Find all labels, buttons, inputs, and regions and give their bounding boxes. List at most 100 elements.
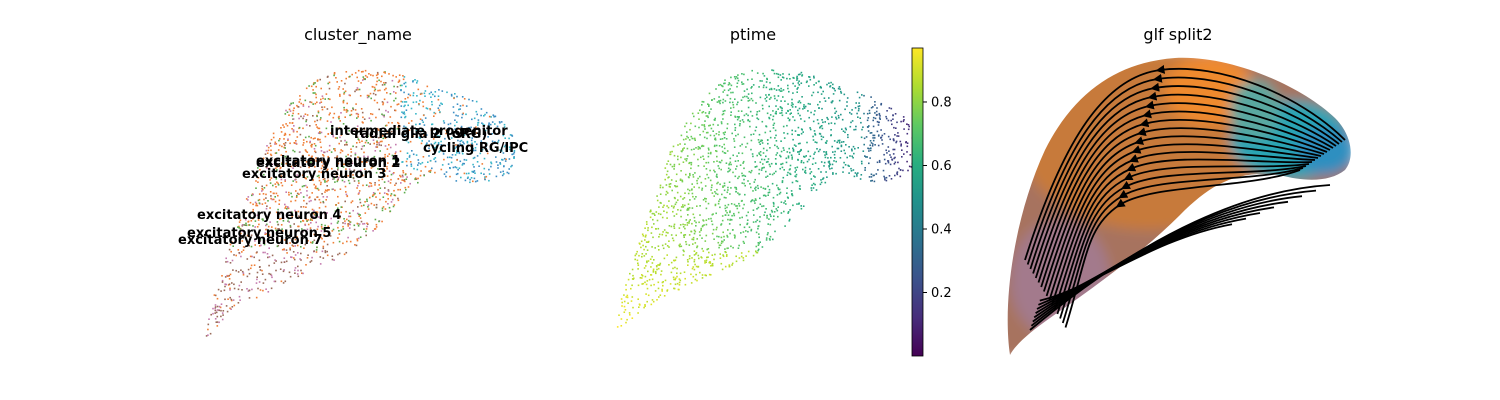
cluster-point (216, 305, 219, 308)
cluster-point (508, 168, 510, 170)
cluster-point (305, 218, 307, 220)
ptime-point (669, 163, 672, 166)
cluster-point (231, 282, 233, 284)
ptime-point (677, 144, 679, 146)
cluster-point (477, 121, 480, 124)
ptime-point (707, 176, 710, 179)
ptime-point (761, 142, 764, 144)
ptime-point (726, 206, 728, 209)
cluster-point (292, 118, 295, 120)
cluster-point (388, 170, 391, 172)
cluster-point (483, 167, 486, 170)
ptime-point (777, 206, 779, 208)
cluster-point (247, 196, 250, 198)
cluster-point (497, 164, 499, 166)
cluster-point (298, 101, 301, 103)
ptime-point (840, 141, 843, 143)
cluster-point (438, 129, 440, 131)
ptime-point (684, 234, 687, 236)
cluster-point (480, 140, 483, 142)
cluster-point (491, 132, 493, 135)
cluster-point (358, 182, 360, 184)
ptime-point (712, 123, 715, 126)
ptime-point (687, 203, 690, 205)
ptime-point (837, 139, 840, 142)
ptime-point (832, 172, 834, 174)
cluster-point (470, 139, 473, 142)
cluster-point (243, 224, 245, 226)
cluster-point (310, 144, 312, 147)
ptime-point (644, 275, 647, 278)
ptime-point (738, 257, 741, 259)
cluster-point (315, 96, 317, 99)
cluster-point (318, 127, 321, 130)
ptime-point (733, 146, 736, 148)
ptime-point (707, 248, 710, 250)
cluster-point (472, 147, 474, 150)
cluster-point (356, 187, 358, 189)
cluster-point (225, 305, 228, 307)
cluster-point (386, 148, 389, 150)
cluster-point (254, 226, 256, 228)
ptime-point (679, 178, 682, 181)
ptime-point (666, 254, 668, 256)
ptime-point (623, 300, 626, 303)
cluster-point (319, 132, 321, 135)
cluster-point (406, 152, 409, 154)
ptime-point (643, 255, 646, 257)
ptime-point (812, 91, 815, 94)
ptime-point (810, 187, 813, 189)
cluster-point (316, 211, 319, 213)
ptime-point (711, 232, 714, 235)
ptime-point (715, 133, 718, 135)
ptime-point (636, 250, 638, 253)
cluster-label-excitatory-neuron-4: excitatory neuron 4 (197, 208, 341, 223)
ptime-point (767, 142, 769, 145)
ptime-point (666, 290, 668, 292)
cluster-point (483, 124, 486, 126)
ptime-point (707, 161, 710, 164)
cluster-point (430, 96, 432, 98)
ptime-point (666, 163, 668, 165)
cluster-point (278, 144, 281, 147)
ptime-point (872, 134, 874, 137)
ptime-point (739, 145, 742, 147)
ptime-point (738, 116, 740, 118)
ptime-point (646, 287, 649, 290)
cluster-point (408, 129, 411, 131)
cluster-point (349, 114, 351, 117)
cluster-point (403, 111, 405, 113)
cluster-point (286, 111, 289, 113)
ptime-point (736, 118, 739, 121)
cluster-point (439, 150, 441, 152)
cluster-point (348, 168, 351, 170)
cluster-point (454, 166, 457, 168)
cluster-point (452, 131, 455, 134)
cluster-point (434, 160, 437, 163)
ptime-point (649, 258, 652, 260)
cluster-point (428, 155, 430, 157)
cluster-point (275, 269, 277, 272)
cluster-point (319, 138, 321, 141)
streamline (1029, 184, 1331, 331)
cluster-point (285, 162, 287, 165)
ptime-point (719, 83, 722, 86)
ptime-point (812, 120, 815, 123)
ptime-point (878, 161, 881, 163)
cluster-point (309, 157, 311, 160)
ptime-point (664, 167, 667, 169)
ptime-point (776, 99, 778, 102)
ptime-point (647, 229, 649, 232)
ptime-point (802, 205, 805, 207)
ptime-point (851, 149, 853, 152)
cluster-point (294, 238, 297, 241)
cluster-point (343, 91, 346, 94)
ptime-point (796, 79, 798, 81)
cluster-point (447, 163, 450, 165)
cluster-point (314, 214, 317, 216)
ptime-point (881, 143, 884, 145)
cluster-point (220, 309, 222, 312)
cluster-point (473, 156, 476, 159)
cluster-point (220, 303, 223, 305)
cluster-point (442, 150, 445, 153)
